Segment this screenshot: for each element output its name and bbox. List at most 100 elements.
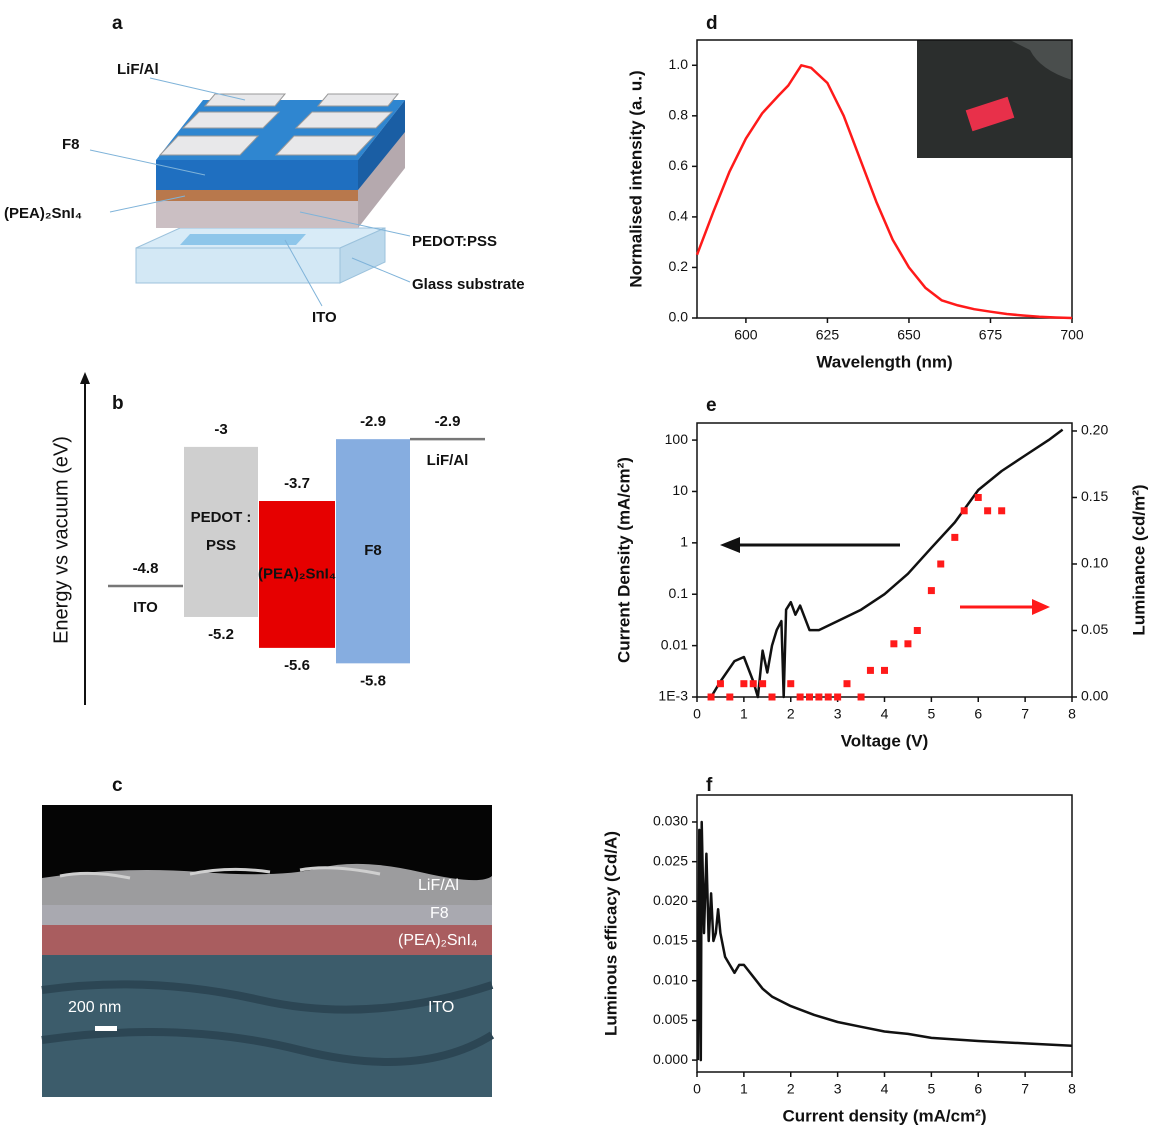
electrode-name: LiF/Al (427, 452, 469, 469)
layer-name: PEDOT : (191, 509, 252, 526)
electrode-name: ITO (133, 599, 158, 616)
stack-side-f8 (358, 100, 405, 190)
data-point (960, 507, 968, 515)
data-point (824, 693, 832, 701)
level-value: -3.7 (284, 475, 310, 492)
y-axis-title: Normalised intensity (a. u.) (626, 70, 645, 287)
y2-tick-label: 0.20 (1081, 422, 1108, 438)
sem-label: ITO (428, 999, 454, 1016)
y-tick-label: 10 (672, 482, 688, 498)
sem-label: F8 (430, 905, 449, 922)
x-tick-label: 5 (927, 1081, 935, 1097)
level-value: -2.9 (435, 413, 461, 430)
layer-label: Glass substrate (412, 276, 525, 293)
x-tick-label: 700 (1060, 327, 1084, 343)
plot-frame (696, 422, 1073, 698)
data-point (881, 666, 888, 674)
x-tick-label: 8 (1068, 706, 1076, 722)
y-tick-label: 100 (665, 431, 689, 447)
data-line (710, 428, 1064, 699)
data-point (707, 693, 715, 701)
data-line (696, 820, 1073, 1062)
energy-band (184, 446, 258, 617)
layer-label: PEDOT:PSS (412, 233, 497, 250)
y-tick-label: 0.010 (653, 971, 688, 987)
layer-name: (PEA)₂SnI₄ (258, 565, 336, 582)
panel-label: b (112, 393, 124, 414)
y-tick-label: 0.01 (661, 636, 688, 652)
sem-label: (PEA)₂SnI₄ (398, 932, 477, 949)
panel-label: d (706, 13, 718, 34)
leader-line (109, 195, 186, 213)
data-point (759, 680, 767, 688)
layer-name: F8 (364, 542, 382, 559)
y-axis-title: Luminous efficacy (Cd/A) (601, 831, 620, 1036)
x-axis-title: Wavelength (nm) (816, 352, 952, 371)
x-tick-label: 4 (881, 1081, 889, 1097)
electrode (294, 111, 394, 129)
y2-axis-title: Luminance (cd/m²) (1129, 484, 1148, 635)
x-tick-label: 3 (834, 1081, 842, 1097)
data-point (974, 493, 982, 501)
scale-bar (95, 1026, 117, 1031)
x-tick-label: 0 (693, 1081, 701, 1097)
data-point (716, 680, 724, 688)
f8-layer (156, 160, 358, 190)
energy-band (336, 439, 410, 664)
scale-bar-label: 200 nm (68, 999, 121, 1016)
plot-frame (696, 39, 1073, 319)
energy-axis-arrow (80, 372, 90, 384)
data-point (806, 693, 813, 701)
y2-tick-label: 0.15 (1081, 488, 1108, 504)
panel-label: c (112, 775, 123, 796)
sem-texture (59, 866, 381, 880)
x-tick-label: 7 (1021, 706, 1029, 722)
photo-detail (1010, 40, 1072, 80)
x-tick-label: 600 (734, 327, 758, 343)
y-tick-label: 0.020 (653, 892, 688, 908)
data-point (787, 680, 795, 688)
data-point (768, 693, 776, 701)
x-tick-label: 625 (816, 327, 840, 343)
y-tick-label: 0.005 (653, 1011, 688, 1027)
data-point (796, 693, 804, 701)
leader-line (89, 149, 206, 176)
sem-label: LiF/Al (418, 877, 459, 894)
x-tick-label: 1 (740, 1081, 748, 1097)
x-tick-label: 1 (740, 706, 748, 722)
energy-band (259, 501, 335, 648)
level-value: -3 (214, 421, 227, 438)
layer-label: (PEA)₂SnI₄ (4, 205, 82, 222)
photo-emission (965, 96, 1015, 132)
panel-label: a (112, 13, 123, 34)
data-point (951, 533, 959, 541)
sem-texture (41, 980, 495, 1066)
x-tick-label: 6 (974, 1081, 982, 1097)
x-tick-label: 650 (897, 327, 921, 343)
data-point (913, 626, 921, 634)
x-tick-label: 5 (927, 706, 935, 722)
leader-line (284, 239, 323, 307)
y-tick-label: 0.0 (669, 309, 689, 325)
y-tick-label: 0.015 (653, 932, 688, 948)
level-value: -5.6 (284, 657, 310, 674)
glass-front (135, 247, 341, 284)
y-tick-label: 0.030 (653, 813, 688, 829)
ito-strip (180, 234, 306, 245)
x-tick-label: 7 (1021, 1081, 1029, 1097)
data-point (843, 680, 851, 688)
y-tick-label: 1 (680, 534, 688, 550)
level-value: -5.8 (360, 672, 386, 689)
layer-name: PSS (206, 537, 236, 554)
x-axis-title: Current density (mA/cm²) (782, 1106, 986, 1125)
electrode (181, 111, 281, 129)
data-point (890, 640, 898, 648)
electrode (274, 135, 376, 156)
leader-line (149, 77, 246, 101)
y-tick-label: 0.4 (669, 208, 689, 224)
energy-axis-label: Energy vs vacuum (eV) (50, 436, 72, 644)
leader-line (299, 211, 411, 237)
x-tick-label: 675 (979, 327, 1003, 343)
sem-image: LiF/Al F8 (PEA)₂SnI₄ ITO 200 nm (41, 805, 495, 1097)
x-axis-title: Voltage (V) (841, 731, 929, 750)
